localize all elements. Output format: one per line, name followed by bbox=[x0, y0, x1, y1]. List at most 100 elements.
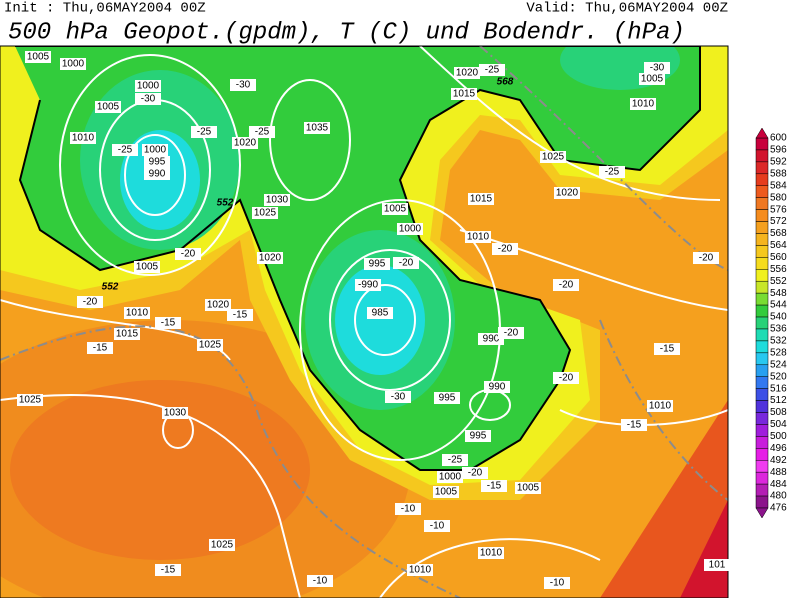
contour-label: -30 bbox=[391, 392, 406, 403]
label-box bbox=[304, 122, 330, 134]
label-box bbox=[230, 79, 256, 91]
contour-label: 1030 bbox=[266, 195, 289, 206]
label-box bbox=[175, 248, 201, 260]
contour-label: -20 bbox=[504, 328, 519, 339]
colorbar-swatch bbox=[755, 149, 769, 163]
contour-label: -25 bbox=[605, 167, 620, 178]
label-box bbox=[355, 279, 381, 291]
contour-label: -20 bbox=[498, 244, 513, 255]
colorbar-swatch bbox=[755, 340, 769, 354]
label-box bbox=[424, 520, 450, 532]
label-box bbox=[70, 132, 96, 144]
contour-label: 1020 bbox=[207, 300, 230, 311]
contour-label: -15 bbox=[93, 343, 108, 354]
contour-label: 1000 bbox=[439, 472, 462, 483]
label-box bbox=[134, 261, 160, 273]
label-box bbox=[554, 187, 580, 199]
contour-label: 1020 bbox=[456, 68, 479, 79]
contour-label: -20 bbox=[468, 468, 483, 479]
label-box bbox=[77, 296, 103, 308]
contour-label: -25 bbox=[448, 455, 463, 466]
colorbar-label: 516 bbox=[770, 383, 787, 394]
colorbar-label: 596 bbox=[770, 145, 787, 156]
label-box bbox=[87, 342, 113, 354]
contour-label: 1020 bbox=[259, 253, 282, 264]
label-box bbox=[644, 62, 670, 74]
label-box bbox=[553, 372, 579, 384]
colorbar-swatch bbox=[755, 185, 769, 198]
contour-label: 1020 bbox=[556, 188, 579, 199]
colorbar-label: 568 bbox=[770, 228, 787, 239]
contour-label: -30 bbox=[141, 94, 156, 105]
contour-label: -25 bbox=[485, 65, 500, 76]
contour-label: -20 bbox=[699, 253, 714, 264]
label-box bbox=[407, 564, 433, 576]
label-box bbox=[385, 391, 411, 403]
contour-label: 1000 bbox=[137, 81, 160, 92]
label-box bbox=[227, 309, 253, 321]
colorbar-tip bbox=[755, 507, 769, 519]
colorbar-tip bbox=[755, 127, 769, 139]
init-time: Init : Thu,06MAY2004 00Z bbox=[4, 1, 206, 17]
contour-label: 1010 bbox=[632, 99, 655, 110]
contour-label: -10 bbox=[550, 578, 565, 589]
label-box bbox=[95, 101, 121, 113]
label-box bbox=[264, 194, 290, 206]
contour-label: 990 bbox=[483, 334, 500, 345]
contour-label: 1020 bbox=[234, 138, 257, 149]
colorbar-swatch bbox=[755, 173, 769, 186]
colorbar-label: 556 bbox=[770, 264, 787, 275]
label-box bbox=[647, 400, 673, 412]
contour-label: 1030 bbox=[164, 408, 187, 419]
map-area bbox=[0, 45, 729, 599]
label-box bbox=[135, 93, 161, 105]
label-box bbox=[144, 156, 170, 168]
colorbar-label: 476 bbox=[770, 503, 787, 514]
label-box bbox=[209, 539, 235, 551]
contour-label: 1005 bbox=[435, 487, 458, 498]
contour-label: -25 bbox=[255, 127, 270, 138]
label-box bbox=[451, 88, 477, 100]
label-box bbox=[437, 471, 463, 483]
colorbar-swatch bbox=[755, 328, 769, 342]
colorbar-label: 520 bbox=[770, 371, 787, 382]
contour-label: 1010 bbox=[649, 401, 672, 412]
label-box bbox=[462, 467, 488, 479]
contour-label: 990 bbox=[489, 382, 506, 393]
label-box bbox=[252, 207, 278, 219]
label-box bbox=[498, 327, 524, 339]
contour-label: -25 bbox=[118, 145, 133, 156]
label-box bbox=[433, 486, 459, 498]
colorbar-swatch bbox=[755, 495, 769, 509]
label-box bbox=[704, 559, 730, 571]
contour-label: 995 bbox=[149, 157, 166, 168]
colorbar-swatch bbox=[755, 197, 769, 210]
label-box bbox=[540, 151, 566, 163]
colorbar-label: 484 bbox=[770, 479, 787, 490]
colorbar-label: 560 bbox=[770, 252, 787, 263]
label-box bbox=[367, 307, 393, 319]
label-box bbox=[484, 381, 510, 393]
colorbar-label: 552 bbox=[770, 276, 787, 287]
colorbar-label: 564 bbox=[770, 240, 787, 251]
label-box bbox=[124, 307, 150, 319]
colorbar-label: 524 bbox=[770, 359, 787, 370]
colorbar-label: 532 bbox=[770, 336, 787, 347]
label-box bbox=[465, 231, 491, 243]
colorbar-swatch bbox=[755, 483, 769, 497]
contour-label: -20 bbox=[181, 249, 196, 260]
contour-label: -30 bbox=[650, 63, 665, 74]
label-box bbox=[599, 166, 625, 178]
contour-label: -15 bbox=[233, 310, 248, 321]
colorbar-swatch bbox=[755, 364, 769, 377]
label-box bbox=[553, 279, 579, 291]
colorbar-swatch bbox=[755, 233, 769, 246]
contour-label: 1005 bbox=[136, 262, 159, 273]
colorbar-swatch bbox=[755, 292, 769, 306]
colorbar-swatch bbox=[755, 460, 769, 473]
contour-label: -15 bbox=[161, 565, 176, 576]
label-box bbox=[191, 126, 217, 138]
label-box bbox=[515, 482, 541, 494]
